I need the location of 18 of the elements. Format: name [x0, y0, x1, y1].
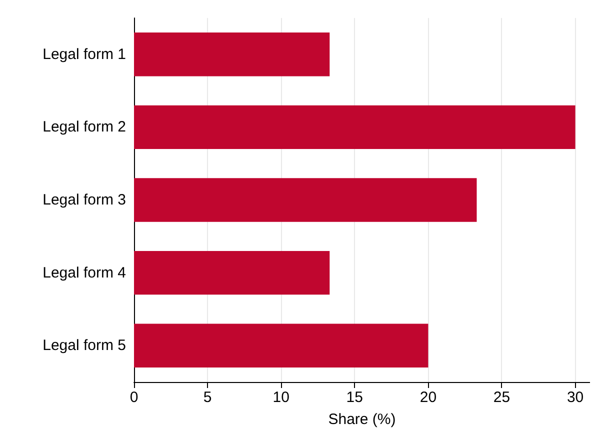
bar — [134, 250, 330, 295]
y-tick-label: Legal form 5 — [42, 337, 126, 354]
bar — [134, 324, 428, 368]
bar — [134, 105, 576, 150]
x-tick-label: 15 — [346, 389, 363, 406]
bar — [134, 178, 477, 222]
x-tick-label: 25 — [493, 389, 510, 406]
x-tick-label: 30 — [566, 389, 584, 406]
x-tick-label: 5 — [203, 389, 212, 406]
x-tick-label: 0 — [130, 389, 138, 406]
x-tick-label: 20 — [420, 389, 437, 406]
y-tick-label: Legal form 1 — [42, 46, 126, 63]
y-tick-label: Legal form 4 — [42, 264, 126, 282]
x-axis-title: Share (%) — [328, 411, 396, 428]
y-tick-label: Legal form 3 — [42, 192, 126, 208]
bar — [134, 32, 330, 76]
y-tick-label: Legal form 2 — [42, 118, 126, 136]
x-tick-label: 10 — [272, 389, 290, 406]
